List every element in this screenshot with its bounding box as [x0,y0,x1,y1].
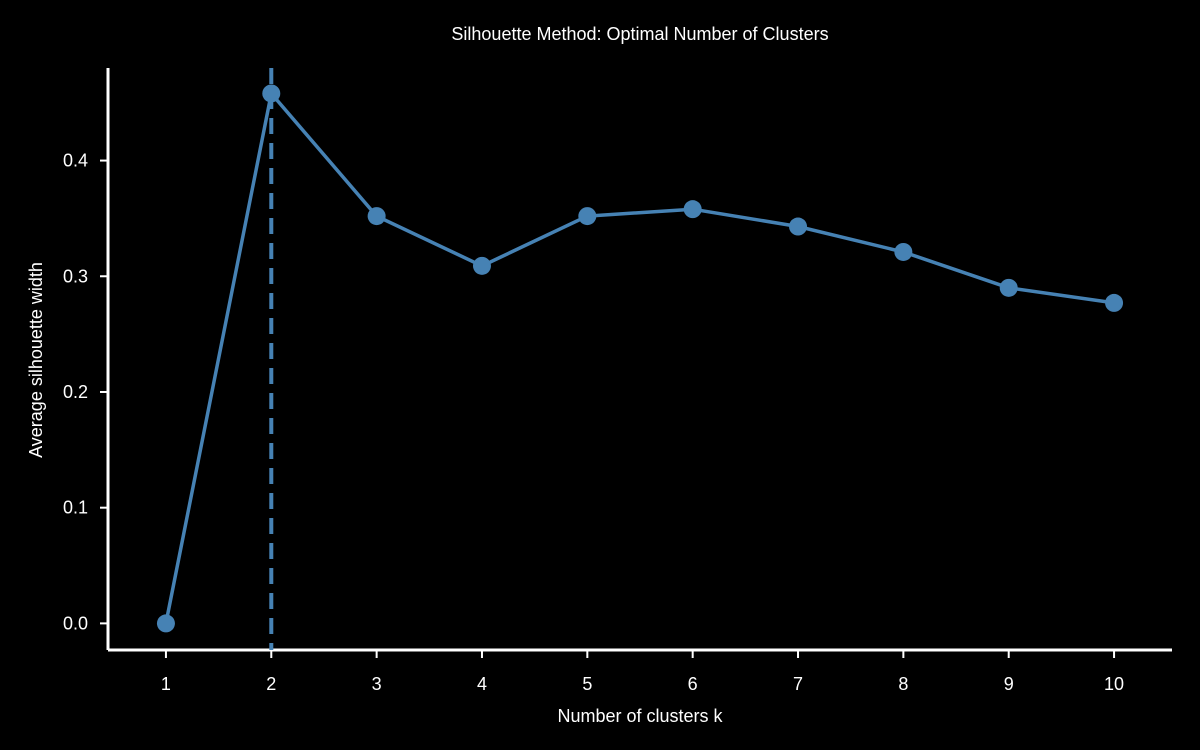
x-tick-label: 4 [477,674,487,694]
ticks: 0.0 0.1 0.2 0.3 0.4 1 2 3 4 5 6 7 8 9 10 [63,151,1124,694]
data-point [894,242,913,261]
y-tick-label: 0.0 [63,613,88,633]
y-tick-label: 0.1 [63,498,88,518]
y-tick-label: 0.2 [63,382,88,402]
x-tick-label: 10 [1104,674,1124,694]
data-point [683,200,702,219]
data-point [367,207,386,226]
x-tick-label: 2 [266,674,276,694]
data-point [1105,293,1124,312]
data-point [578,207,597,226]
x-tick-label: 1 [161,674,171,694]
data-point [156,614,175,633]
data-point [262,84,281,103]
x-tick-label: 8 [898,674,908,694]
x-axis-label: Number of clusters k [557,706,723,726]
series-line [164,91,1115,624]
marks [156,68,1124,650]
data-point [999,278,1018,297]
x-tick-label: 9 [1004,674,1014,694]
x-tick-label: 5 [582,674,592,694]
x-tick-label: 3 [372,674,382,694]
data-point [472,256,491,275]
y-axis-label: Average silhouette width [26,262,46,458]
data-point [789,217,808,236]
axes [106,68,1172,652]
x-tick-label: 7 [793,674,803,694]
chart-title: Silhouette Method: Optimal Number of Clu… [451,24,828,44]
y-tick-label: 0.3 [63,266,88,286]
y-tick-label: 0.4 [63,151,88,171]
x-tick-label: 6 [688,674,698,694]
